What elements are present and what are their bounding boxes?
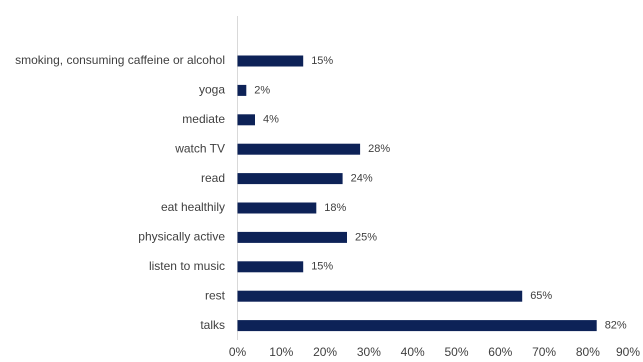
bars-group: [237, 55, 597, 332]
x-tick-label-0: 0%: [229, 345, 247, 359]
value-labels-group: 15% 2% 4% 28% 24% 18% 25% 15% 65% 82%: [254, 55, 627, 332]
x-tick-label-7: 70%: [532, 345, 556, 359]
category-label-2: mediate: [182, 112, 225, 126]
value-label-1: 2%: [254, 84, 270, 96]
bar-3: [237, 143, 361, 155]
value-label-5: 18%: [324, 202, 346, 214]
value-label-4: 24%: [351, 173, 373, 185]
category-label-3: watch TV: [174, 141, 225, 155]
x-tick-label-5: 50%: [444, 345, 468, 359]
category-label-0: smoking, consuming caffeine or alcohol: [15, 53, 225, 67]
bar-7: [237, 261, 304, 273]
bar-2: [237, 114, 255, 126]
bar-0: [237, 55, 304, 67]
x-tick-label-6: 60%: [488, 345, 512, 359]
bar-9: [237, 320, 597, 332]
category-label-6: physically active: [138, 230, 225, 244]
category-label-7: listen to music: [149, 259, 225, 273]
bar-8: [237, 290, 523, 302]
category-labels-group: smoking, consuming caffeine or alcohol yo…: [15, 53, 226, 332]
value-label-7: 15%: [311, 261, 333, 273]
x-tick-label-8: 80%: [576, 345, 600, 359]
x-tick-label-3: 30%: [357, 345, 381, 359]
bar-5: [237, 202, 317, 214]
value-label-6: 25%: [355, 231, 377, 243]
x-tick-labels-group: 0% 10% 20% 30% 40% 50% 60% 70% 80% 90%: [229, 345, 640, 359]
bar-4: [237, 173, 343, 185]
x-tick-label-9: 90%: [616, 345, 640, 359]
x-tick-label-4: 40%: [401, 345, 425, 359]
value-label-9: 82%: [605, 320, 627, 332]
bar-1: [237, 84, 247, 96]
value-label-0: 15%: [311, 55, 333, 67]
category-label-1: yoga: [199, 83, 225, 97]
x-tick-label-1: 10%: [269, 345, 293, 359]
category-label-8: rest: [205, 288, 226, 302]
value-label-3: 28%: [368, 143, 390, 155]
x-tick-label-2: 20%: [313, 345, 337, 359]
value-label-8: 65%: [530, 290, 552, 302]
category-label-5: eat healthily: [161, 200, 225, 214]
bar-6: [237, 231, 347, 243]
category-label-4: read: [201, 171, 225, 185]
value-label-2: 4%: [263, 114, 279, 126]
category-label-9: talks: [200, 318, 225, 332]
